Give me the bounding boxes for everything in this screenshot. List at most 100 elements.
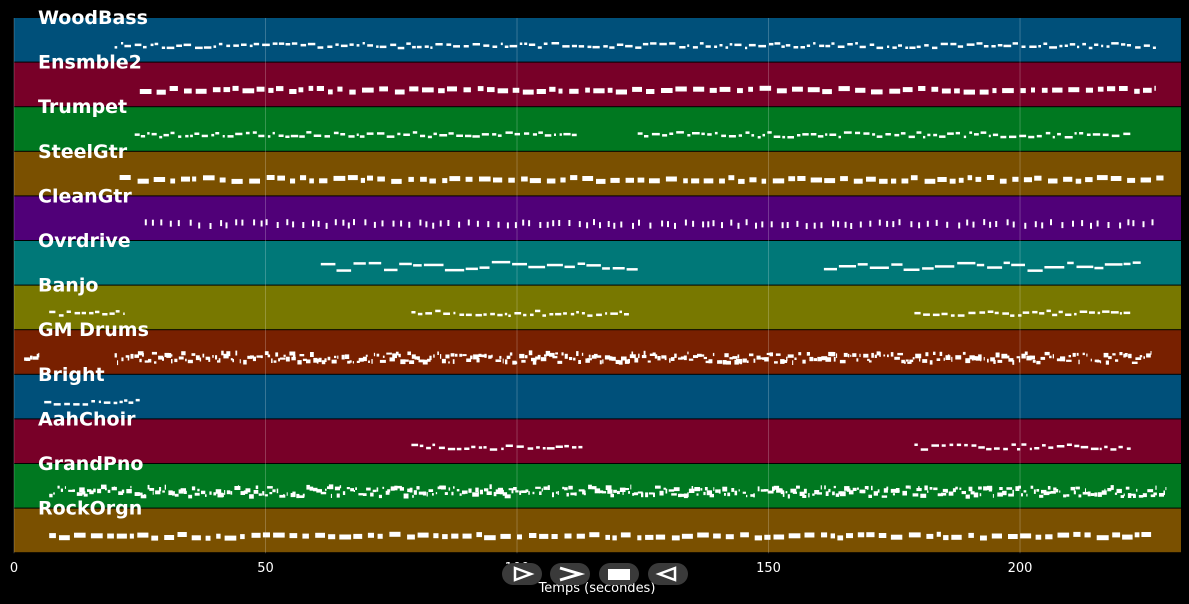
note bbox=[901, 178, 909, 184]
note bbox=[358, 357, 364, 362]
note bbox=[1003, 44, 1012, 48]
note bbox=[632, 222, 634, 229]
note bbox=[578, 360, 581, 364]
note bbox=[554, 133, 556, 136]
note bbox=[699, 42, 704, 45]
note bbox=[516, 445, 524, 448]
note bbox=[1002, 312, 1009, 315]
note bbox=[413, 490, 417, 495]
note bbox=[456, 134, 463, 137]
note bbox=[722, 360, 727, 365]
note bbox=[221, 350, 224, 356]
note bbox=[549, 352, 555, 357]
note bbox=[1077, 45, 1080, 49]
note bbox=[168, 490, 173, 496]
note bbox=[833, 357, 836, 362]
note bbox=[927, 490, 929, 493]
note bbox=[777, 488, 783, 492]
note bbox=[413, 264, 422, 267]
note bbox=[151, 351, 157, 355]
note bbox=[1050, 491, 1056, 494]
forward-button[interactable] bbox=[550, 563, 590, 585]
note bbox=[1104, 263, 1123, 266]
note bbox=[316, 359, 319, 364]
note bbox=[1085, 488, 1086, 493]
note bbox=[868, 494, 872, 498]
note bbox=[185, 134, 189, 138]
note bbox=[1063, 494, 1067, 498]
note bbox=[1024, 351, 1028, 356]
note bbox=[239, 359, 241, 364]
note bbox=[119, 175, 131, 180]
note bbox=[1067, 261, 1074, 265]
note bbox=[670, 357, 675, 361]
note bbox=[615, 89, 627, 95]
note bbox=[750, 494, 755, 497]
note bbox=[219, 177, 226, 183]
note bbox=[231, 178, 243, 184]
note bbox=[215, 132, 220, 135]
note bbox=[817, 135, 824, 138]
note bbox=[1039, 312, 1045, 315]
note bbox=[1127, 219, 1130, 226]
note bbox=[853, 178, 863, 184]
note bbox=[379, 86, 388, 92]
play-button[interactable] bbox=[502, 563, 542, 585]
note bbox=[655, 485, 661, 489]
note bbox=[987, 266, 1003, 269]
stop-button[interactable] bbox=[599, 563, 639, 585]
note bbox=[821, 532, 828, 538]
note bbox=[505, 131, 513, 134]
note bbox=[453, 45, 460, 48]
note bbox=[693, 86, 705, 92]
note bbox=[253, 219, 256, 226]
note bbox=[886, 220, 889, 227]
note bbox=[926, 533, 934, 539]
note bbox=[411, 443, 419, 447]
track-label: Trumpet bbox=[38, 96, 127, 118]
note bbox=[1049, 355, 1052, 359]
rewind-button[interactable] bbox=[648, 563, 688, 585]
note bbox=[249, 44, 253, 48]
note bbox=[978, 486, 982, 490]
note bbox=[799, 491, 805, 496]
note bbox=[1084, 532, 1091, 538]
note bbox=[873, 491, 878, 496]
note bbox=[719, 360, 722, 363]
note bbox=[995, 352, 1000, 358]
note bbox=[824, 178, 836, 184]
note bbox=[869, 220, 872, 227]
note bbox=[955, 355, 962, 360]
note bbox=[1078, 359, 1080, 365]
note bbox=[312, 220, 314, 227]
note bbox=[1068, 355, 1071, 358]
note bbox=[512, 87, 520, 93]
note bbox=[182, 352, 186, 355]
note bbox=[408, 176, 414, 182]
note bbox=[492, 45, 498, 48]
note bbox=[1036, 489, 1040, 492]
note bbox=[632, 493, 635, 496]
note bbox=[137, 351, 144, 356]
note bbox=[937, 493, 943, 497]
note bbox=[290, 134, 299, 138]
note bbox=[302, 222, 305, 228]
track-notes bbox=[114, 42, 1156, 50]
note bbox=[1122, 534, 1133, 540]
note bbox=[758, 44, 766, 48]
track-label: GM Drums bbox=[38, 319, 149, 341]
note bbox=[926, 220, 929, 227]
note bbox=[313, 357, 318, 363]
note bbox=[726, 360, 731, 365]
note bbox=[649, 353, 656, 356]
note bbox=[339, 534, 352, 540]
note bbox=[230, 358, 233, 361]
note bbox=[1126, 447, 1131, 450]
note bbox=[947, 354, 950, 358]
note bbox=[1019, 134, 1027, 138]
note bbox=[183, 490, 187, 494]
note bbox=[787, 354, 794, 358]
note bbox=[148, 358, 152, 363]
note bbox=[123, 312, 125, 315]
